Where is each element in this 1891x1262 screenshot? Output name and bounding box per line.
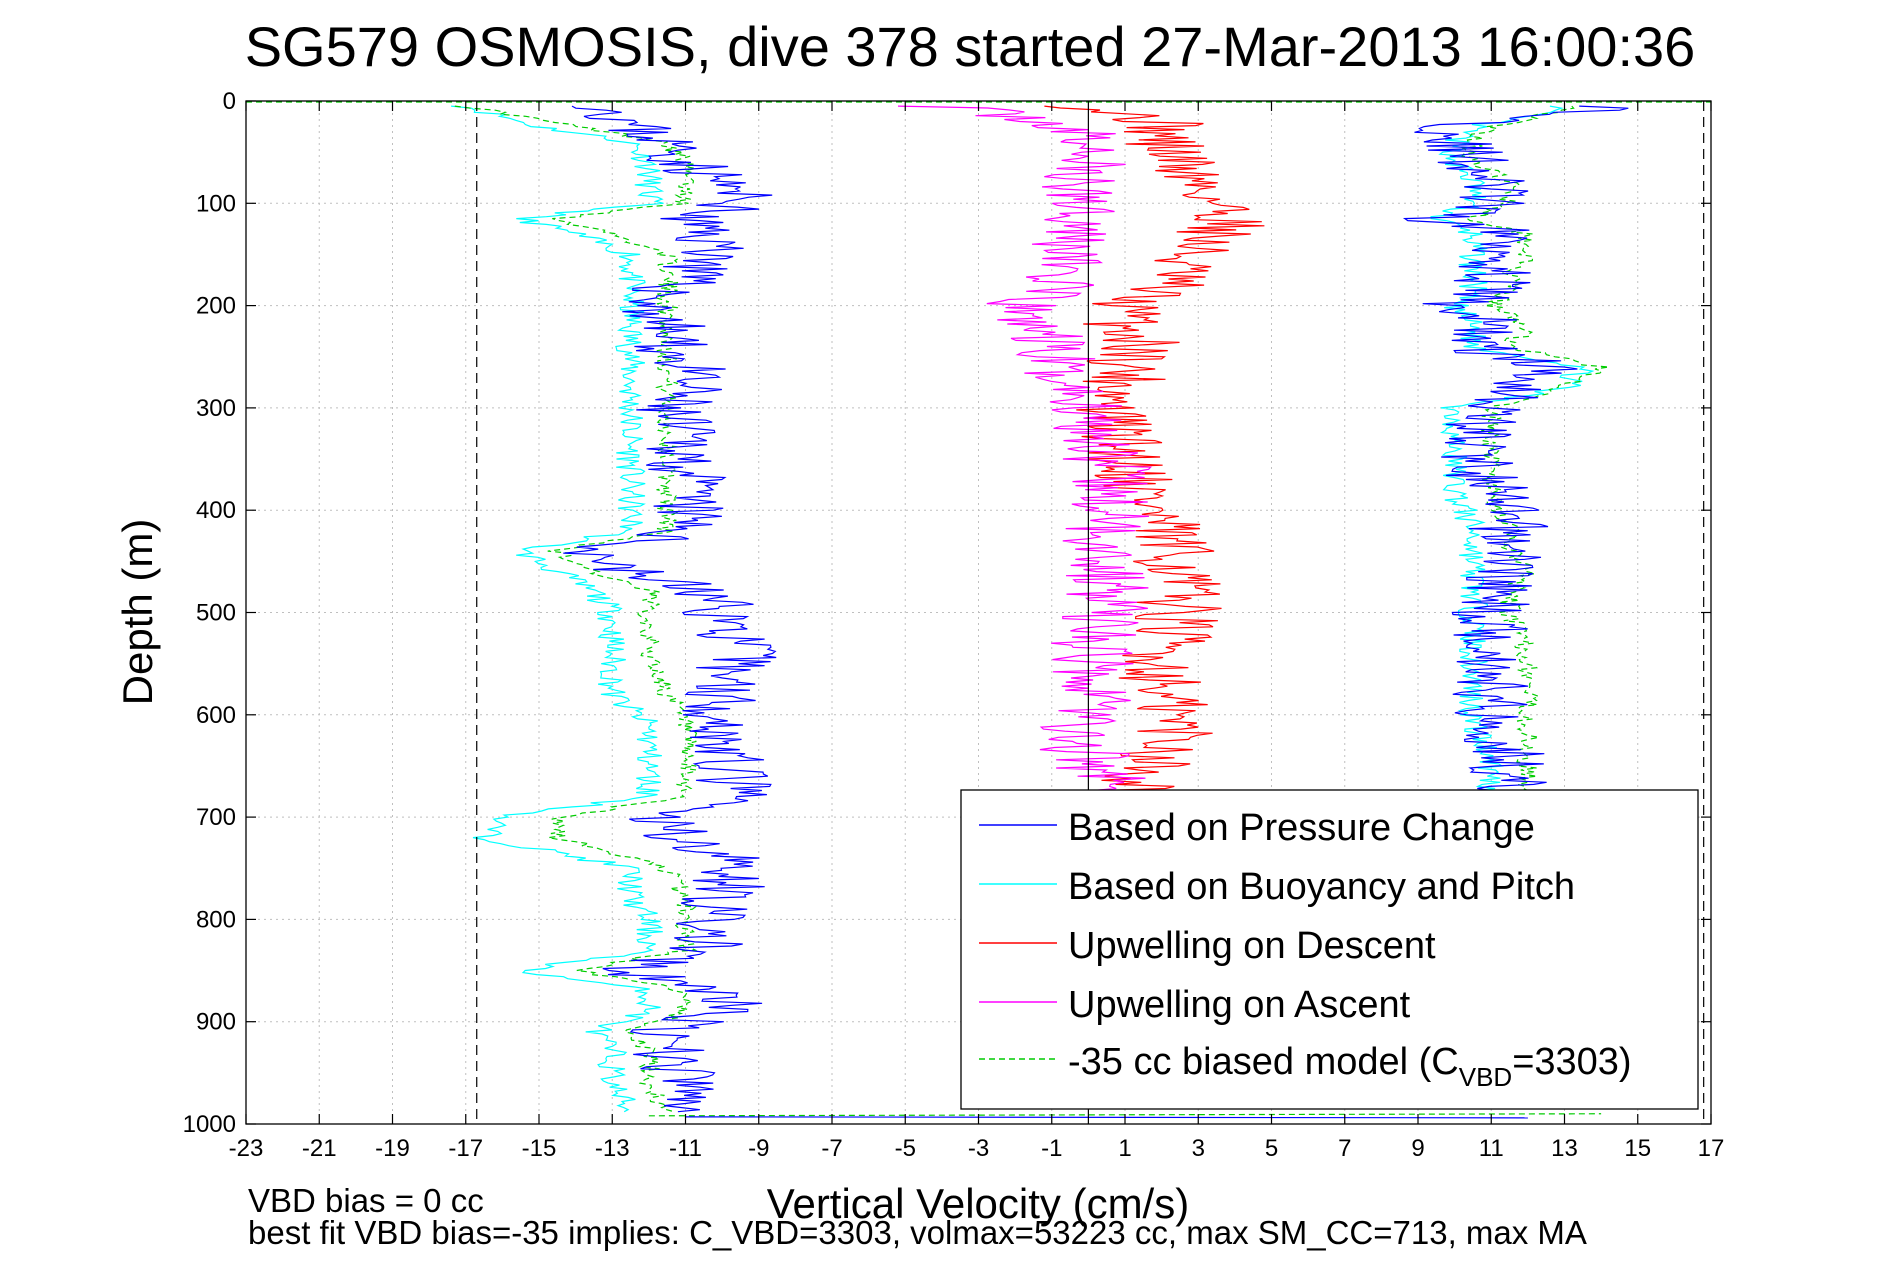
legend-label: Upwelling on Descent xyxy=(1068,925,1436,967)
y-tick-label: 600 xyxy=(196,702,236,729)
legend-box xyxy=(960,789,1699,1110)
y-tick-label: 100 xyxy=(196,190,236,217)
series-line-model-bottom xyxy=(648,1113,1602,1117)
footer-line-2: best fit VBD bias=-35 implies: C_VBD=330… xyxy=(248,1214,1587,1251)
x-tick-label: -17 xyxy=(448,1135,483,1162)
y-tick-label: 0 xyxy=(223,88,236,115)
x-axis-ticks: -23 -21 -19 -17 -15 -13 -11 -9 -7 -5 -3 -1 1 3 5 7 9 11 13… xyxy=(229,101,1725,1162)
x-tick-label: -19 xyxy=(375,1135,410,1162)
chart-title: SG579 OSMOSIS, dive 378 started 27-Mar-2… xyxy=(245,15,1696,78)
y-tick-label: 900 xyxy=(196,1009,236,1036)
x-tick-label: -9 xyxy=(748,1135,769,1162)
x-tick-label: -11 xyxy=(669,1135,702,1162)
y-tick-label: 300 xyxy=(196,395,236,422)
series-line-buoyancy-descent xyxy=(451,105,665,1113)
y-axis-ticks: 0 100 200 300 400 500 600 700 800 900 1000 xyxy=(183,88,1711,1138)
y-axis-label: Depth (m) xyxy=(114,519,161,706)
series-line-pressure-ascent xyxy=(1402,105,1629,796)
x-tick-label: -3 xyxy=(968,1135,989,1162)
footer-line-1: VBD bias = 0 cc xyxy=(248,1182,484,1219)
y-tick-label: 500 xyxy=(196,600,236,627)
series-line-buoyancy-ascent xyxy=(1430,105,1595,796)
x-tick-label: 3 xyxy=(1192,1135,1205,1162)
legend-label: Upwelling on Ascent xyxy=(1068,984,1411,1026)
x-tick-label: 9 xyxy=(1411,1135,1424,1162)
x-tick-label: -5 xyxy=(895,1135,916,1162)
series-line-pressure-descent xyxy=(563,105,777,1113)
x-tick-label: 17 xyxy=(1698,1135,1725,1162)
x-tick-label: 1 xyxy=(1118,1135,1131,1162)
legend-label-subscript: VBD xyxy=(1459,1062,1512,1092)
legend: Based on Pressure Change Based on Buoyanc… xyxy=(960,789,1699,1110)
x-axis-label: Vertical Velocity (cm/s) xyxy=(767,1180,1189,1227)
x-tick-label: 7 xyxy=(1338,1135,1351,1162)
x-tick-label: 5 xyxy=(1265,1135,1278,1162)
x-tick-label: 13 xyxy=(1551,1135,1578,1162)
x-tick-label: -7 xyxy=(821,1135,842,1162)
x-tick-label: -21 xyxy=(302,1135,337,1162)
series-line-model-descent xyxy=(454,105,699,1113)
x-tick-label: 11 xyxy=(1479,1135,1504,1162)
legend-label: -35 cc biased model (CVBD=3303) xyxy=(1068,1041,1632,1092)
x-tick-label: 15 xyxy=(1624,1135,1651,1162)
legend-label: Based on Buoyancy and Pitch xyxy=(1068,866,1575,908)
series-line-upwelling-ascent xyxy=(897,105,1152,816)
legend-label-suffix: =3303) xyxy=(1512,1041,1631,1083)
y-tick-label: 1000 xyxy=(183,1111,236,1138)
x-tick-label: -23 xyxy=(229,1135,264,1162)
series-line-model-ascent xyxy=(1461,105,1609,796)
y-tick-label: 800 xyxy=(196,906,236,933)
series-line-pressure-bottom xyxy=(685,1116,1528,1119)
legend-label: Based on Pressure Change xyxy=(1068,807,1535,849)
y-tick-label: 700 xyxy=(196,804,236,831)
x-tick-label: -15 xyxy=(522,1135,557,1162)
y-tick-label: 200 xyxy=(196,293,236,320)
legend-label-part: -35 cc biased model (C xyxy=(1068,1041,1459,1083)
x-tick-label: -13 xyxy=(595,1135,630,1162)
legend-items: Based on Pressure Change Based on Buoyanc… xyxy=(979,807,1632,1092)
series-layer xyxy=(246,101,1711,1119)
y-tick-label: 400 xyxy=(196,497,236,524)
x-tick-label: -1 xyxy=(1041,1135,1062,1162)
